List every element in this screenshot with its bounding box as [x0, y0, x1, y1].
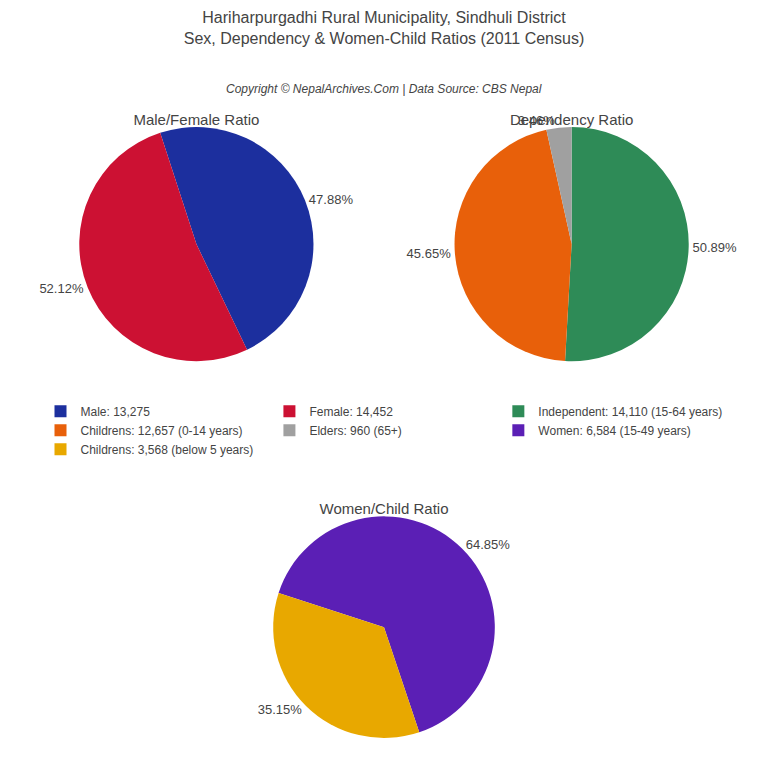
svg-text:Women/Child Ratio: Women/Child Ratio [320, 500, 449, 517]
svg-text:Female: 14,452: Female: 14,452 [309, 405, 393, 419]
svg-text:35.15%: 35.15% [258, 702, 303, 717]
svg-text:64.85%: 64.85% [466, 537, 511, 552]
svg-text:Copyright © NepalArchives.Com: Copyright © NepalArchives.Com | Data Sou… [226, 82, 542, 96]
svg-text:Independent: 14,110 (15-64 yea: Independent: 14,110 (15-64 years) [538, 405, 722, 419]
svg-text:3.46%: 3.46% [518, 113, 555, 128]
svg-text:Dependency Ratio: Dependency Ratio [510, 111, 633, 128]
svg-text:Childrens: 12,657 (0-14 years): Childrens: 12,657 (0-14 years) [81, 424, 243, 438]
svg-text:50.89%: 50.89% [692, 240, 737, 255]
svg-text:Elders: 960 (65+): Elders: 960 (65+) [309, 424, 401, 438]
svg-text:45.65%: 45.65% [407, 246, 452, 261]
svg-text:Hariharpurgadhi Rural Municipa: Hariharpurgadhi Rural Municipality, Sind… [184, 9, 585, 47]
svg-text:Childrens: 3,568 (below 5 year: Childrens: 3,568 (below 5 years) [81, 443, 254, 457]
svg-text:47.88%: 47.88% [309, 192, 354, 207]
svg-text:Male: 13,275: Male: 13,275 [81, 405, 151, 419]
svg-text:52.12%: 52.12% [39, 281, 84, 296]
svg-text:Women: 6,584 (15-49 years): Women: 6,584 (15-49 years) [538, 424, 691, 438]
svg-text:Male/Female Ratio: Male/Female Ratio [133, 111, 259, 128]
